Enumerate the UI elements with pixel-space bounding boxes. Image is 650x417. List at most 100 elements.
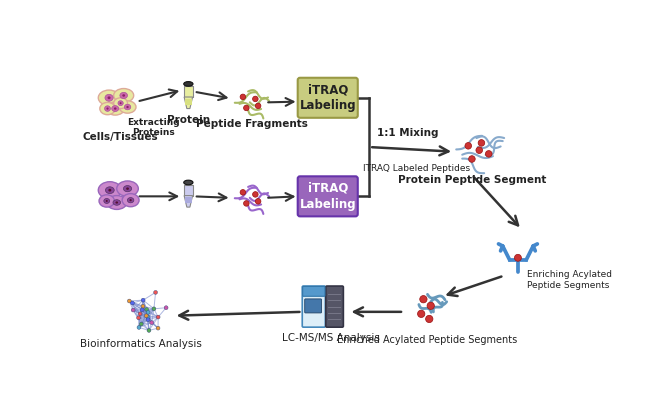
- Circle shape: [427, 302, 434, 309]
- Circle shape: [417, 310, 425, 317]
- Polygon shape: [184, 97, 192, 108]
- Circle shape: [244, 201, 249, 206]
- Circle shape: [131, 301, 135, 305]
- Circle shape: [145, 307, 149, 311]
- Text: iTRAQ
Labeling: iTRAQ Labeling: [300, 83, 356, 112]
- Circle shape: [146, 315, 150, 319]
- Text: Peptide Fragments: Peptide Fragments: [196, 119, 308, 129]
- Circle shape: [164, 306, 168, 310]
- Text: Protein Peptide Segment: Protein Peptide Segment: [398, 175, 546, 185]
- Ellipse shape: [114, 108, 116, 110]
- Ellipse shape: [126, 106, 129, 108]
- Ellipse shape: [120, 102, 122, 104]
- Circle shape: [469, 156, 475, 162]
- Circle shape: [240, 190, 246, 195]
- Ellipse shape: [105, 94, 113, 101]
- Text: Cells/Tissues: Cells/Tissues: [82, 133, 158, 143]
- Circle shape: [253, 192, 258, 197]
- Ellipse shape: [116, 201, 118, 203]
- Ellipse shape: [118, 101, 124, 106]
- Polygon shape: [184, 196, 192, 207]
- Ellipse shape: [126, 187, 129, 190]
- Ellipse shape: [124, 186, 132, 192]
- FancyBboxPatch shape: [303, 286, 325, 296]
- Circle shape: [147, 329, 151, 332]
- Ellipse shape: [122, 94, 125, 97]
- Circle shape: [146, 310, 150, 314]
- Circle shape: [127, 299, 131, 303]
- Text: Bioinformatics Analysis: Bioinformatics Analysis: [80, 339, 202, 349]
- Text: iTRAQ
Labeling: iTRAQ Labeling: [300, 182, 356, 211]
- Ellipse shape: [184, 180, 193, 185]
- Circle shape: [152, 307, 156, 311]
- Circle shape: [153, 291, 157, 294]
- Circle shape: [476, 147, 482, 153]
- Circle shape: [146, 318, 150, 322]
- Circle shape: [156, 315, 160, 319]
- Circle shape: [240, 94, 246, 100]
- Circle shape: [514, 254, 521, 261]
- Circle shape: [139, 322, 143, 326]
- Text: Extracting
Proteins: Extracting Proteins: [127, 118, 180, 137]
- Circle shape: [137, 326, 141, 329]
- Ellipse shape: [124, 104, 131, 110]
- Ellipse shape: [120, 92, 127, 98]
- Ellipse shape: [98, 90, 120, 106]
- Ellipse shape: [127, 198, 134, 203]
- Ellipse shape: [106, 200, 108, 202]
- Circle shape: [255, 198, 261, 204]
- FancyBboxPatch shape: [298, 176, 358, 216]
- Circle shape: [141, 304, 145, 308]
- Text: Enriching Acylated
Peptide Segments: Enriching Acylated Peptide Segments: [527, 270, 612, 290]
- Ellipse shape: [117, 181, 138, 196]
- Circle shape: [131, 308, 135, 312]
- FancyBboxPatch shape: [302, 286, 326, 327]
- Circle shape: [144, 314, 148, 318]
- Ellipse shape: [119, 101, 136, 113]
- Ellipse shape: [129, 199, 132, 201]
- Ellipse shape: [105, 106, 111, 111]
- Ellipse shape: [184, 82, 193, 86]
- Ellipse shape: [112, 106, 119, 111]
- Text: LC-MS/MS Analysis: LC-MS/MS Analysis: [282, 333, 380, 343]
- Bar: [185, 98, 192, 105]
- Circle shape: [465, 143, 471, 149]
- Ellipse shape: [107, 96, 110, 99]
- Circle shape: [486, 151, 492, 157]
- Circle shape: [255, 103, 261, 109]
- Ellipse shape: [105, 187, 114, 193]
- Circle shape: [136, 316, 140, 320]
- Text: ITRAQ Labeled Peptides: ITRAQ Labeled Peptides: [363, 164, 471, 173]
- Circle shape: [426, 315, 433, 323]
- Ellipse shape: [114, 88, 134, 103]
- Ellipse shape: [104, 198, 110, 203]
- Bar: [184, 185, 192, 196]
- Circle shape: [138, 312, 142, 316]
- Circle shape: [420, 296, 427, 303]
- Circle shape: [244, 105, 249, 111]
- Ellipse shape: [113, 200, 120, 205]
- Text: Protein: Protein: [167, 115, 210, 125]
- Ellipse shape: [114, 98, 127, 108]
- FancyBboxPatch shape: [298, 78, 358, 118]
- Circle shape: [141, 298, 145, 302]
- Ellipse shape: [106, 102, 124, 115]
- Text: Enriched Acylated Peptide Segments: Enriched Acylated Peptide Segments: [337, 335, 517, 345]
- Ellipse shape: [107, 196, 127, 209]
- Bar: [184, 86, 192, 97]
- FancyBboxPatch shape: [326, 286, 343, 327]
- Circle shape: [478, 140, 485, 146]
- Ellipse shape: [122, 193, 139, 207]
- Ellipse shape: [98, 182, 122, 198]
- Circle shape: [140, 308, 144, 312]
- Bar: [185, 197, 192, 203]
- Ellipse shape: [99, 195, 114, 207]
- FancyBboxPatch shape: [305, 299, 322, 313]
- Circle shape: [150, 321, 153, 324]
- Circle shape: [253, 96, 258, 102]
- Text: 1:1 Mixing: 1:1 Mixing: [377, 128, 439, 138]
- Circle shape: [156, 326, 160, 330]
- Ellipse shape: [109, 189, 111, 191]
- Ellipse shape: [100, 103, 115, 115]
- Ellipse shape: [107, 108, 109, 110]
